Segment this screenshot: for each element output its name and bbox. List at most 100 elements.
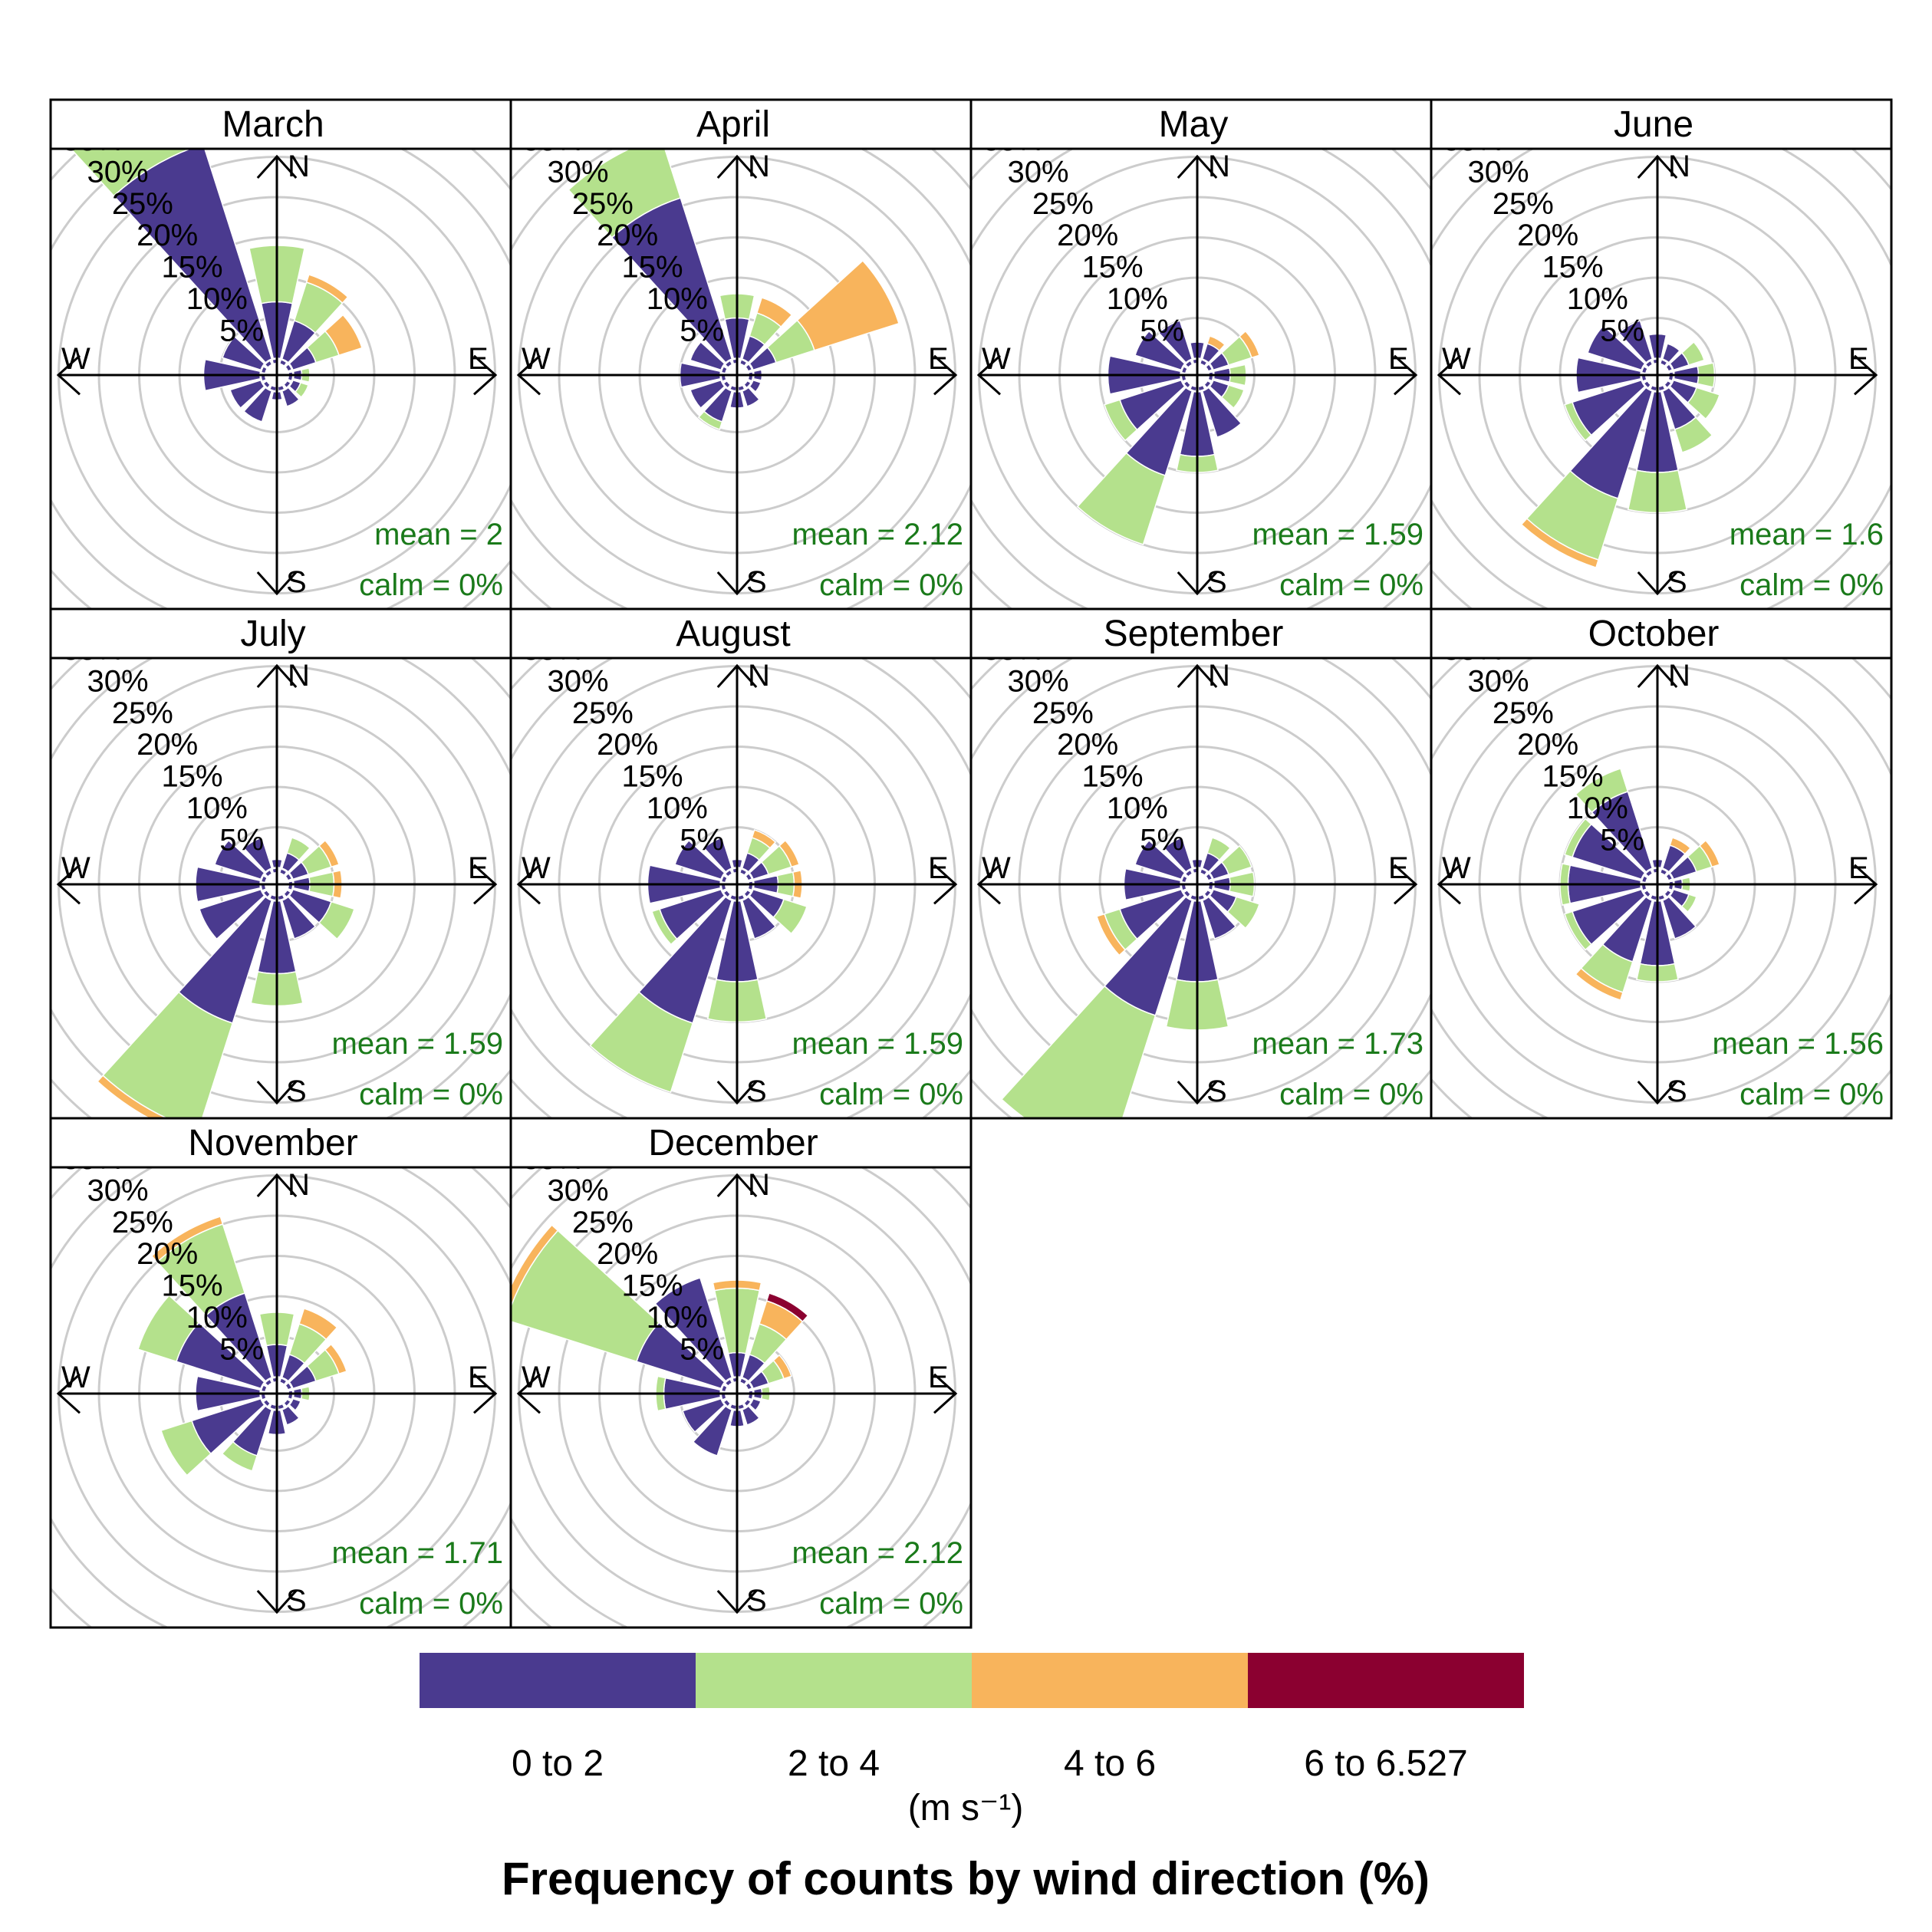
compass-label-s: S (1206, 565, 1227, 599)
compass-label-s: S (746, 565, 767, 599)
arrowhead (1637, 1080, 1678, 1105)
ring-label: 10% (186, 792, 248, 825)
ring-label: 10% (647, 1301, 708, 1335)
wedge-30-bin2 (298, 1308, 338, 1341)
legend-label-2: 4 to 6 (1064, 1743, 1156, 1784)
ring-label: 5% (219, 823, 264, 857)
ring-label: 30% (547, 664, 608, 698)
arrowhead (1853, 864, 1878, 905)
ring-label: 10% (1567, 792, 1628, 825)
ring-label: 15% (161, 251, 222, 285)
ring-label: 5% (1600, 314, 1644, 347)
calm-label: calm = 0% (1279, 568, 1423, 602)
wedge-150-bin0 (281, 387, 300, 407)
ring-label: 35% (1443, 123, 1504, 157)
ring-label: 30% (547, 155, 608, 189)
compass-label-n: N (1208, 659, 1230, 693)
compass-label-e: E (928, 342, 949, 376)
compass-label-n: N (1208, 150, 1230, 183)
panel-strip (509, 98, 973, 150)
arrowhead (56, 864, 81, 905)
compass-label-n: N (288, 659, 310, 693)
wedge-120-bin1 (1687, 387, 1720, 420)
ring-label: 15% (621, 760, 683, 794)
compass-label-w: W (982, 342, 1011, 376)
wedge-120-bin0 (749, 1397, 762, 1411)
arrowhead (516, 354, 541, 396)
panel-title: October (1588, 614, 1720, 654)
wedge-330-bin0 (1157, 320, 1193, 364)
arrowhead (256, 1589, 298, 1614)
wedge-150-bin0 (1661, 896, 1697, 940)
arrowhead (256, 1080, 298, 1105)
wedge-150-bin0 (281, 896, 317, 940)
mean-label: mean = 2.12 (792, 1536, 964, 1570)
wedge-60-bin1 (1680, 341, 1705, 366)
arrowhead (933, 354, 958, 396)
arrowhead (933, 864, 958, 905)
calm-label: calm = 0% (1279, 1078, 1423, 1111)
legend-units-label: (m s⁻¹) (908, 1788, 1024, 1828)
ring-label: 25% (572, 187, 634, 221)
ring-label: 20% (597, 219, 658, 252)
calm-label: calm = 0% (1739, 568, 1884, 602)
wedge-120-bin1 (318, 900, 355, 940)
panel-title: March (222, 104, 324, 145)
arrowhead (256, 154, 298, 179)
wedge-300-bin0 (1134, 330, 1186, 371)
wedge-30-bin2 (755, 297, 793, 328)
compass-label-s: S (1206, 1075, 1227, 1108)
ring-label: 45% (1394, 60, 1455, 94)
legend-label-1: 2 to 4 (788, 1743, 880, 1784)
wedge-300-bin0 (1134, 839, 1186, 880)
ring-label: 15% (161, 760, 222, 794)
arrowhead (516, 1373, 541, 1414)
compass-label-w: W (522, 342, 551, 376)
legend-label-3: 6 to 6.527 (1304, 1743, 1468, 1784)
panel-strip (49, 607, 512, 660)
panel-title: August (676, 614, 790, 654)
calm-label: calm = 0% (359, 568, 503, 602)
wedge-60-bin2 (796, 259, 900, 351)
compass-label-s: S (286, 1584, 307, 1618)
wedge-300-bin0 (222, 335, 265, 371)
wedge-210-bin1 (1000, 985, 1157, 1118)
ring-label: 30% (87, 1173, 148, 1207)
ring-label: 25% (112, 1206, 173, 1239)
compass-label-s: S (286, 565, 307, 599)
arrowhead (1637, 571, 1678, 596)
compass-label-e: E (1388, 342, 1409, 376)
mean-label: mean = 1.59 (332, 1027, 504, 1061)
compass-label-w: W (522, 851, 551, 885)
ring-label: 10% (647, 282, 708, 316)
ring-label: 35% (522, 123, 584, 157)
wedge-120-bin1 (1220, 384, 1245, 410)
wedge-300-bin1 (1564, 818, 1592, 858)
arrowhead (472, 354, 498, 396)
wedge-120-bin1 (294, 381, 309, 398)
compass-label-w: W (61, 342, 91, 376)
arrowhead (1177, 154, 1218, 179)
ring-label: 35% (982, 123, 1044, 157)
arrowhead (1177, 1080, 1218, 1105)
wedge-30-bin1 (1206, 837, 1232, 861)
ring-label: 25% (1493, 696, 1554, 730)
wedge-330-bin1 (1575, 768, 1629, 814)
panel-title: November (188, 1123, 357, 1163)
ring-label: 35% (62, 123, 123, 157)
ring-label: 5% (680, 823, 724, 857)
compass-label-n: N (748, 659, 770, 693)
ring-label: 25% (1493, 187, 1554, 221)
wedge-210-bin2 (1520, 518, 1600, 568)
wedge-210-bin1 (589, 991, 694, 1093)
compass-label-n: N (748, 1168, 770, 1202)
compass-label-w: W (1442, 342, 1471, 376)
ring-label: 5% (219, 1332, 264, 1366)
wedge-300-bin1 (137, 1295, 200, 1363)
ring-label: 45% (933, 60, 995, 94)
